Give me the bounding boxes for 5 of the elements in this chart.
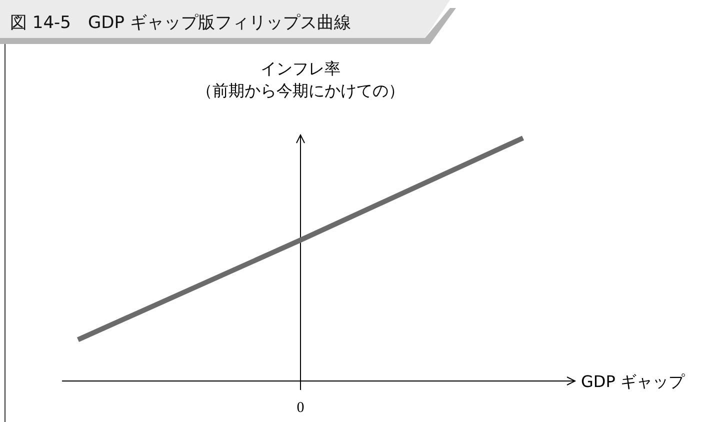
- y-axis-title: インフレ率: [260, 59, 340, 78]
- chart-title: 図 14-5 GDP ギャップ版フィリップス曲線: [10, 13, 351, 33]
- x-axis-title: GDP ギャップ: [581, 372, 686, 391]
- text: 0: [296, 400, 304, 416]
- text: （前期から今期にかけての）: [196, 81, 404, 100]
